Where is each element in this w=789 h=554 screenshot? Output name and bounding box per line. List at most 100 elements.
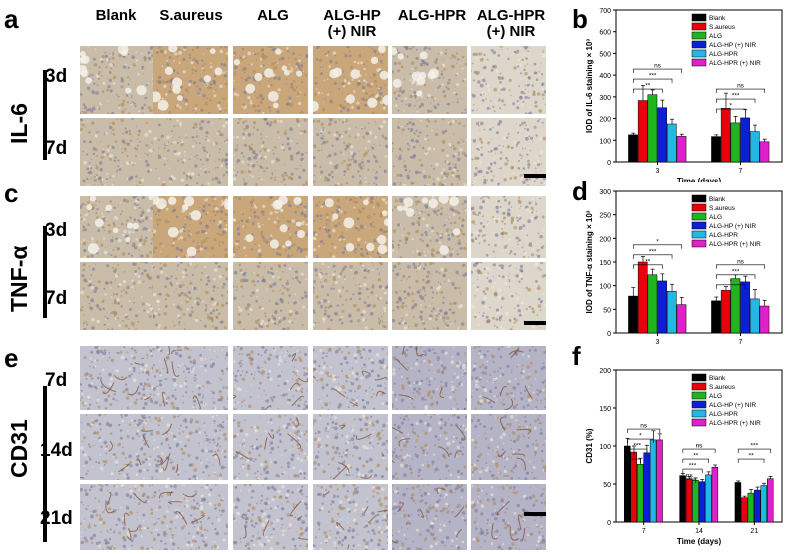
bar [759, 141, 770, 163]
column-header-2: ALG [232, 8, 314, 24]
x-tick-label: 7 [739, 168, 743, 175]
x-tick-label: 3 [656, 339, 660, 346]
legend-swatch [691, 409, 707, 418]
significance-label: *** [649, 248, 657, 255]
significance-label: *** [732, 93, 740, 100]
significance-label: ** [693, 453, 699, 460]
legend-label: S.aureus [709, 205, 736, 212]
micrograph-tile [313, 346, 388, 410]
bar [643, 452, 650, 523]
legend-label: ALG-HPR (+) NIR [709, 241, 761, 248]
micrograph-tile [392, 484, 467, 550]
scale-bar-c [524, 321, 546, 325]
significance-label: * [633, 453, 636, 460]
micrograph-tile [153, 346, 228, 410]
plot-frame [615, 9, 783, 163]
legend-swatch [691, 382, 707, 391]
bar [747, 492, 755, 523]
legend-swatch [691, 22, 707, 31]
bar [711, 300, 721, 334]
panel-letter-c: c [4, 178, 19, 208]
x-axis-label: Time (days) [677, 177, 722, 182]
significance-label: ** [645, 83, 651, 90]
row-label-il6-7d: 7d [45, 138, 68, 159]
micrograph-tile [80, 196, 155, 258]
column-header-line2: (+) NIR [327, 23, 377, 40]
legend-label: Blank [709, 15, 726, 22]
significance-label: * [730, 103, 733, 110]
y-tick-label: 0 [607, 331, 611, 338]
significance-label: ns [640, 423, 648, 430]
bar [628, 295, 638, 334]
legend-swatch [691, 221, 707, 230]
significance-bracket [632, 264, 663, 269]
scale-bar-a [524, 174, 546, 178]
y-tick-label: 150 [599, 260, 611, 267]
group-bar-tnf [43, 226, 47, 318]
legend-label: ALG [709, 33, 722, 40]
legend-label: ALG-HP (+) NIR [709, 402, 756, 409]
bar [628, 134, 638, 163]
y-axis-label: IOD of IL-6 staining × 10³ [585, 39, 594, 133]
legend-label: ALG-HP (+) NIR [709, 223, 756, 230]
legend-label: ALG-HPR [709, 411, 738, 418]
y-tick-label: 100 [599, 138, 611, 145]
micrograph-tile [153, 262, 228, 330]
significance-label: ns [686, 473, 694, 480]
micrograph-tile [392, 118, 467, 186]
significance-bracket [627, 458, 641, 464]
bar [720, 290, 731, 334]
y-tick-label: 400 [599, 73, 611, 80]
row-label-il6-3d: 3d [45, 66, 68, 87]
micrograph-tile [392, 262, 467, 330]
bar [749, 298, 760, 334]
micrograph-tile [233, 118, 308, 186]
panel-letter-e: e [4, 343, 19, 373]
significance-bracket [682, 458, 709, 464]
significance-bracket [682, 448, 716, 454]
micrograph-tile [233, 262, 308, 330]
significance-bracket [737, 458, 765, 464]
legend-label: S.aureus [709, 384, 736, 391]
y-tick-label: 200 [599, 236, 611, 243]
legend-label: ALG-HPR (+) NIR [709, 60, 761, 67]
significance-label: *** [732, 268, 740, 275]
significance-label: ns [737, 83, 745, 90]
x-axis-label: Time (days) [677, 537, 722, 546]
bar [730, 278, 741, 334]
legend-label: ALG [709, 214, 722, 221]
significance-bracket [632, 254, 673, 259]
legend-swatch [691, 13, 707, 22]
micrograph-tile [392, 46, 467, 114]
micrograph-tile [233, 414, 308, 480]
bar [766, 478, 774, 523]
significance-label: *** [633, 443, 641, 450]
significance-label: ns [696, 443, 704, 450]
micrograph-tile [313, 414, 388, 480]
column-header-0: Blank [75, 8, 157, 24]
y-tick-label: 100 [599, 284, 611, 291]
micrograph-tile [313, 118, 388, 186]
bar [754, 489, 761, 523]
bar [657, 107, 667, 163]
y-tick-label: 200 [599, 368, 611, 375]
micrograph-tile [313, 46, 388, 114]
legend-label: ALG-HPR [709, 51, 738, 58]
column-header-line1: S.aureus [159, 7, 223, 24]
micrograph-tile [471, 262, 546, 330]
micrograph-tile [233, 346, 308, 410]
legend-label: ALG-HP (+) NIR [709, 42, 756, 49]
significance-bracket [632, 68, 683, 74]
y-tick-label: 700 [599, 8, 611, 15]
column-header-3: ALG-HP (+) NIR [311, 8, 393, 40]
micrograph-tile [80, 118, 155, 186]
legend-swatch [691, 31, 707, 40]
column-header-line1: Blank [95, 7, 137, 24]
significance-label: * [656, 238, 659, 245]
legend-label: Blank [709, 375, 726, 382]
row-label-tnf-3d: 3d [45, 220, 68, 241]
significance-label: ** [645, 258, 651, 265]
bar [624, 445, 631, 523]
micrograph-tile [153, 484, 228, 550]
legend-label: ALG-HPR [709, 232, 738, 239]
